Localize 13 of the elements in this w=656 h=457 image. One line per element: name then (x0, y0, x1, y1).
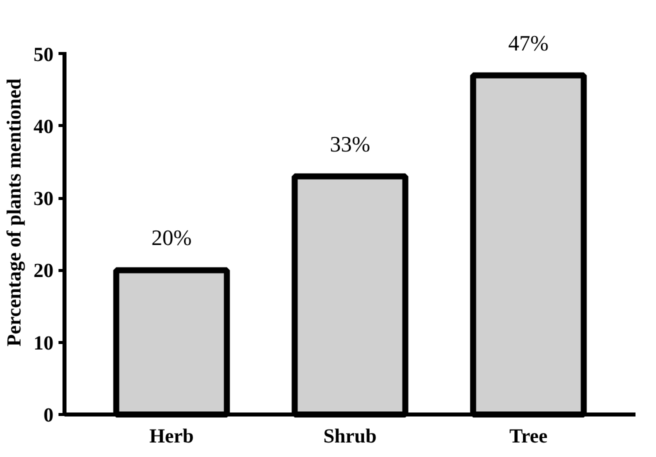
y-tick-label: 50 (34, 44, 54, 66)
y-tick-label: 20 (34, 260, 54, 282)
y-axis-title: Percentage of plants mentioned (4, 78, 26, 346)
y-tick-label: 0 (44, 404, 54, 426)
y-tick-label: 10 (34, 332, 54, 354)
x-tick-label: Shrub (323, 426, 377, 448)
data-label: 47% (508, 30, 549, 56)
y-tick-label: 40 (34, 116, 54, 138)
x-tick-label: Tree (509, 426, 548, 448)
data-label: 33% (330, 131, 370, 156)
y-tick-label: 30 (34, 188, 54, 210)
x-tick-label: Herb (149, 426, 194, 448)
data-label: 20% (151, 225, 192, 250)
